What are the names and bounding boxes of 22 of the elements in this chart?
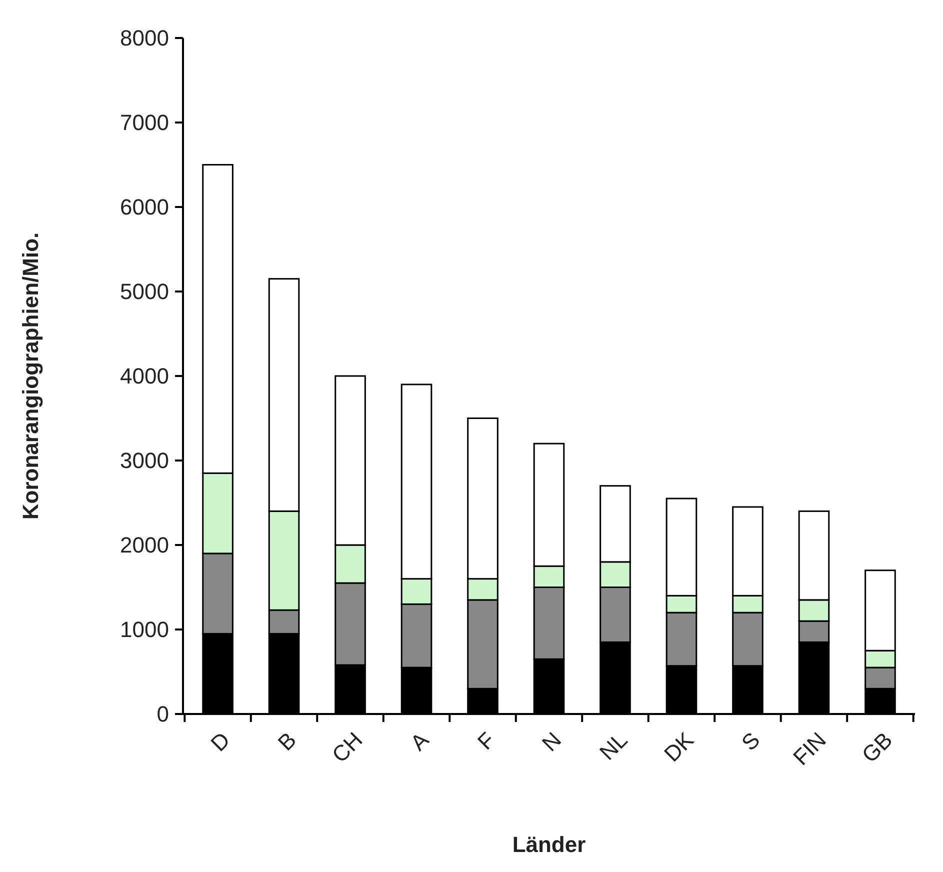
x-tick-label: FIN [788, 727, 831, 770]
x-tick-label: A [405, 727, 434, 756]
x-tick-label: CH [327, 727, 368, 768]
y-tick-label: 8000 [120, 26, 169, 51]
y-tick-label: 1000 [120, 617, 169, 642]
x-tick-label: D [206, 727, 235, 756]
y-tick-label: 2000 [120, 532, 169, 558]
x-tick-label: GB [857, 727, 898, 768]
x-axis-title: Länder [512, 832, 586, 857]
x-tick-label: N [537, 727, 566, 756]
y-tick-label: 0 [156, 702, 169, 727]
x-tick-label: NL [594, 727, 632, 765]
x-tick-label: DK [659, 727, 699, 767]
y-tick-label: 4000 [120, 364, 169, 389]
y-tick-label: 5000 [120, 279, 169, 304]
x-tick-label: B [272, 727, 302, 756]
y-axis-title: Koronarangiographien/Mio. [18, 232, 43, 520]
y-tick-label: 3000 [120, 448, 169, 474]
y-tick-label: 7000 [120, 110, 169, 136]
x-tick-label: F [472, 727, 500, 754]
y-tick-label: 6000 [120, 194, 169, 220]
x-tick-label: S [736, 727, 765, 756]
